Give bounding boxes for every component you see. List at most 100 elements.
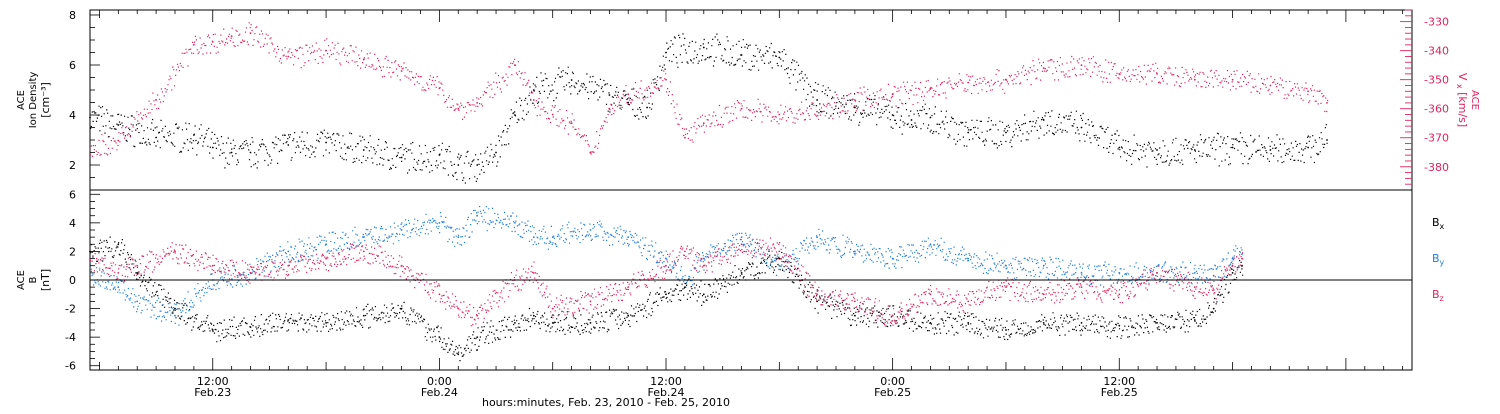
- density-anchor-point: [929, 116, 932, 119]
- vx-anchor-point: [1193, 78, 1196, 81]
- vx-anchor-point: [1118, 73, 1121, 75]
- density-anchor-point: [967, 131, 970, 134]
- density-anchor-point: [1307, 146, 1309, 149]
- vx-anchor-point: [532, 99, 535, 101]
- bx-anchor-point: [1080, 322, 1083, 324]
- bx-anchor-point: [457, 353, 460, 356]
- bx-anchor-point: [589, 322, 592, 324]
- density-anchor-point: [438, 154, 441, 156]
- vx-anchor-point: [570, 122, 573, 125]
- vx-tick-label: -360: [1424, 103, 1449, 116]
- density-anchor-point: [854, 106, 856, 109]
- ion-density-points: [90, 33, 1328, 184]
- density-anchor-point: [910, 119, 913, 121]
- vx-anchor-point: [608, 107, 611, 110]
- vx-anchor-point: [967, 81, 970, 84]
- bx-anchor-point: [967, 322, 970, 324]
- bx-anchor-point: [929, 322, 932, 324]
- density-anchor-point: [400, 156, 403, 159]
- bz-anchor-point: [589, 300, 592, 303]
- bx-anchor-point: [174, 307, 176, 310]
- vx-axis-label-line1: ACE: [1469, 90, 1480, 110]
- density-axis-label-line3: [cm⁻³]: [39, 82, 52, 118]
- density-tick-label: 2: [69, 159, 76, 172]
- density-anchor-point: [117, 124, 120, 126]
- vx-anchor-point: [589, 151, 592, 154]
- vx-anchor-point: [89, 148, 91, 151]
- density-anchor-point: [1269, 149, 1272, 151]
- by-anchor-point: [514, 222, 516, 224]
- bx-anchor-point: [438, 336, 441, 338]
- bz-points: [90, 236, 1244, 327]
- by-anchor-point: [1042, 264, 1045, 267]
- density-anchor-point: [740, 54, 743, 56]
- bz-anchor-point: [325, 257, 327, 260]
- by-anchor-point: [1005, 264, 1007, 267]
- bx-anchor-point: [211, 329, 214, 331]
- bz-anchor-point: [117, 272, 120, 274]
- bz-anchor-point: [362, 250, 365, 253]
- density-anchor-point: [1193, 149, 1196, 151]
- bz-anchor-point: [249, 272, 252, 274]
- vx-anchor-point: [155, 99, 158, 101]
- bz-anchor-point: [174, 250, 176, 253]
- bz-anchor-point: [1042, 293, 1045, 296]
- bz-anchor-point: [854, 300, 856, 303]
- bz-anchor-point: [891, 314, 894, 317]
- by-anchor-point: [438, 222, 441, 224]
- bx-anchor-point: [551, 322, 554, 324]
- vx-anchor-point: [929, 87, 932, 90]
- vx-tick-label: -340: [1424, 45, 1449, 58]
- by-anchor-point: [627, 236, 630, 239]
- vx-anchor-point: [400, 70, 403, 72]
- bz-anchor-point: [1080, 286, 1083, 288]
- bx-points: [90, 236, 1244, 362]
- legend-bx: Bx: [1432, 216, 1445, 231]
- b-tick-label: 2: [69, 245, 76, 258]
- vx-anchor-point: [854, 99, 856, 101]
- bx-anchor-point: [287, 319, 290, 321]
- vx-anchor-point: [816, 110, 818, 113]
- vx-anchor-point: [476, 102, 479, 104]
- by-anchor-point: [967, 257, 970, 260]
- legend-by: By: [1432, 252, 1445, 267]
- by-anchor-point: [476, 214, 479, 217]
- bx-anchor-point: [854, 314, 856, 317]
- bx-anchor-point: [325, 322, 327, 324]
- density-anchor-point: [570, 79, 573, 81]
- vx-anchor-point: [514, 64, 516, 67]
- bz-anchor-point: [438, 293, 441, 296]
- bz-anchor-point: [967, 300, 970, 303]
- density-axis-label-line1: ACE: [16, 90, 27, 110]
- by-anchor-point: [1080, 272, 1083, 274]
- by-anchor-point: [325, 243, 327, 246]
- density-tick-label: 4: [69, 109, 76, 122]
- bx-anchor-point: [1156, 322, 1158, 324]
- time-tick-label: 12:00: [1103, 375, 1135, 388]
- by-anchor-point: [457, 236, 460, 239]
- bx-anchor-point: [740, 272, 743, 274]
- bz-anchor-point: [287, 264, 290, 267]
- bx-anchor-point: [1231, 272, 1234, 274]
- by-anchor-point: [287, 250, 290, 253]
- b-axis-label-line3: [nT]: [39, 269, 52, 291]
- vx-anchor-point: [362, 58, 365, 61]
- bx-anchor-point: [1241, 264, 1243, 267]
- bx-anchor-point: [514, 322, 516, 324]
- bz-anchor-point: [551, 307, 554, 310]
- density-anchor-point: [778, 56, 781, 59]
- bz-anchor-point: [457, 307, 460, 310]
- bx-anchor-point: [1005, 329, 1007, 331]
- by-anchor-point: [1231, 257, 1234, 260]
- density-anchor-point: [608, 94, 611, 96]
- density-anchor-point: [155, 136, 158, 139]
- bz-anchor-point: [684, 250, 686, 253]
- vx-anchor-point: [1080, 64, 1083, 67]
- vx-axis-label-line2: V x [km/s]: [1455, 73, 1469, 127]
- vx-anchor-point: [249, 32, 252, 35]
- bx-anchor-point: [702, 293, 705, 296]
- bz-anchor-point: [702, 264, 705, 267]
- time-tick-label: 12:00: [197, 375, 229, 388]
